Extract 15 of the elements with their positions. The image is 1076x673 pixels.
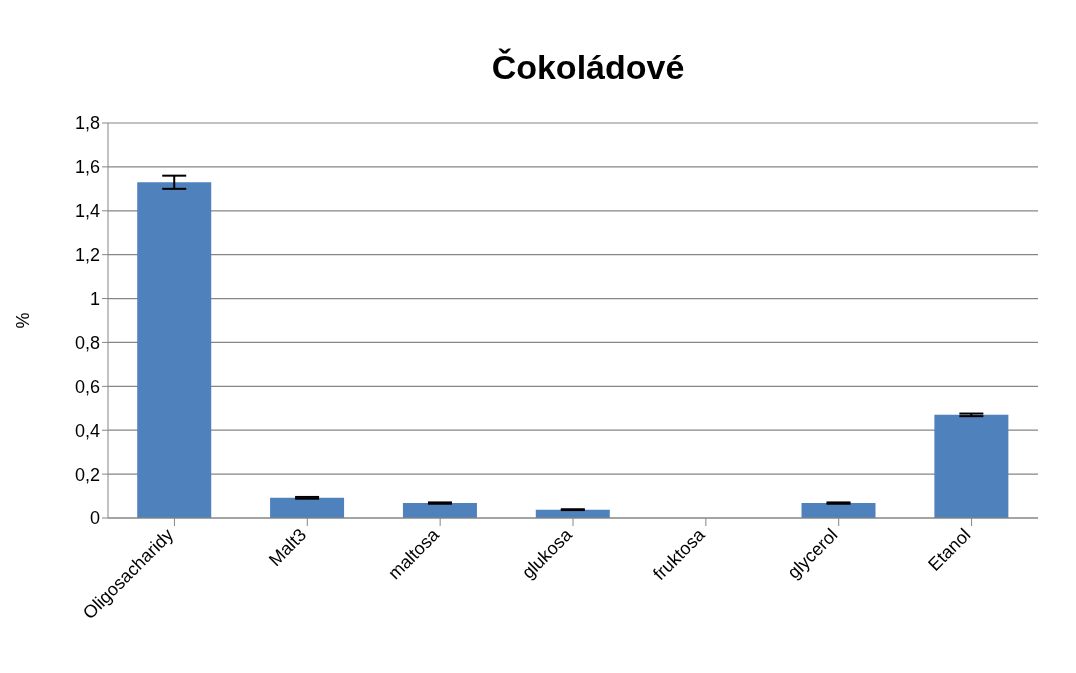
y-tick-label: 0,8 (74, 332, 100, 353)
chart-title: Čokoládové (490, 48, 686, 87)
y-tick-label: 0,2 (74, 464, 100, 485)
bar (270, 497, 345, 518)
y-tick-label: 0,4 (74, 420, 100, 441)
y-tick-label: 1,2 (74, 245, 100, 266)
y-tick-label: 1,4 (74, 201, 100, 222)
y-axis-title: % (13, 312, 34, 329)
bar (137, 182, 212, 518)
y-tick-label: 1,8 (74, 113, 100, 134)
bar (934, 414, 1009, 518)
y-tick-label: 1 (89, 288, 100, 309)
y-tick-label: 1,6 (74, 157, 100, 178)
y-tick-label: 0 (89, 508, 100, 529)
y-tick-label: 0,6 (74, 376, 100, 397)
